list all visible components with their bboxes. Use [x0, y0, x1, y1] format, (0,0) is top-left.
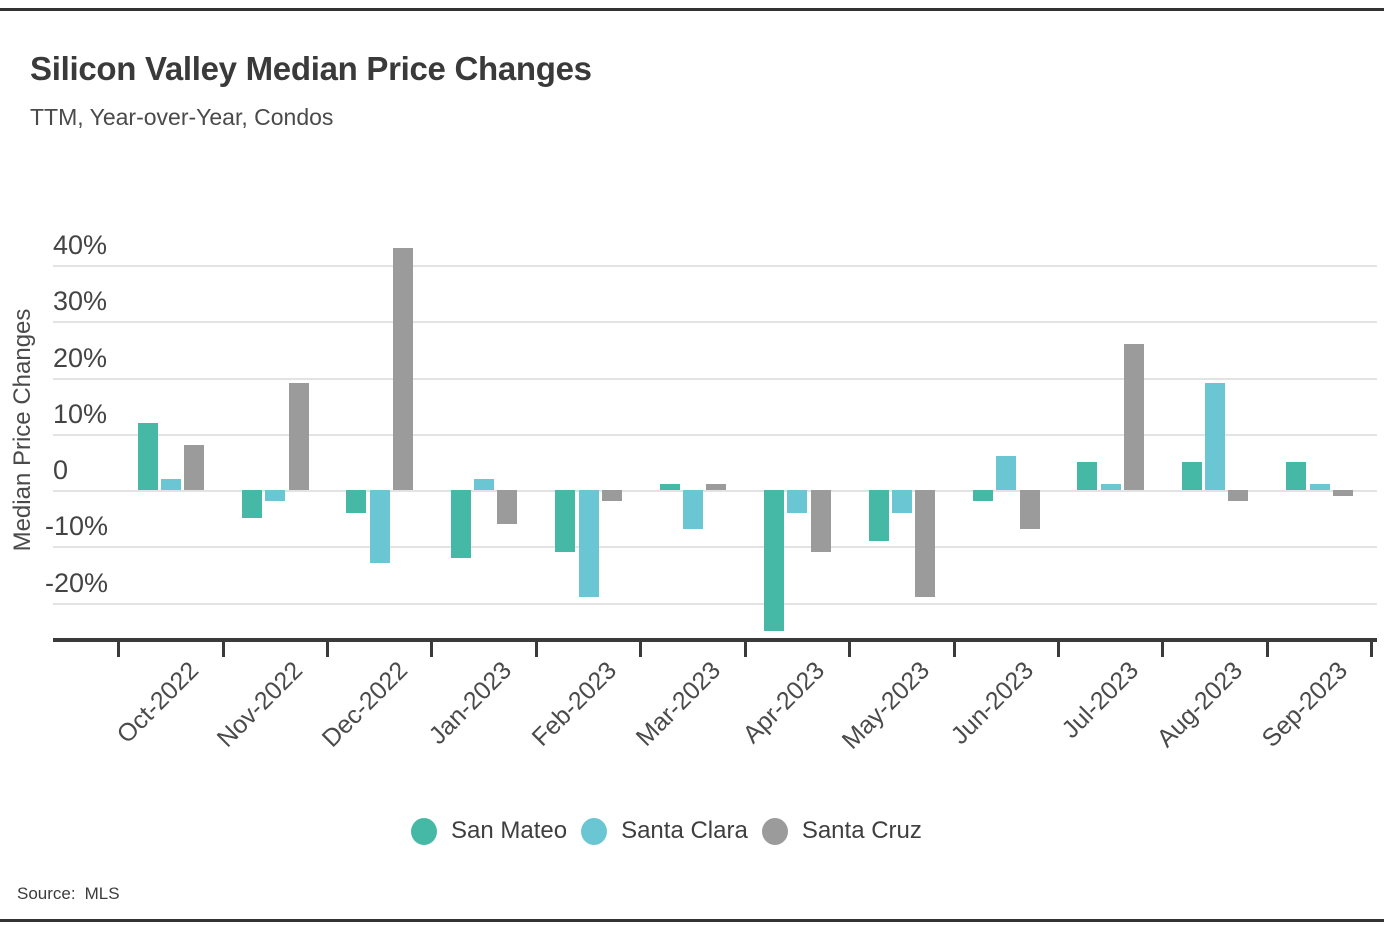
legend-swatch-santa-clara: [581, 817, 608, 845]
x-axis-tick: [117, 642, 121, 657]
legend-item-santa-clara: Santa Clara: [581, 817, 748, 845]
bar-santa-cruz-jan-2023: [497, 490, 518, 524]
bar-santa-cruz-aug-2023: [1228, 490, 1249, 502]
y-tick-label--10: -10%: [45, 511, 109, 542]
y-tick-label-0: 0: [53, 455, 69, 485]
legend-label-san-mateo: San Mateo: [451, 817, 568, 844]
bar-san-mateo-apr-2023: [764, 490, 785, 631]
legend-item-san-mateo: San Mateo: [411, 817, 567, 845]
bar-santa-clara-dec-2022: [369, 490, 390, 564]
bar-santa-cruz-nov-2022: [288, 383, 309, 490]
bar-santa-cruz-apr-2023: [810, 490, 831, 552]
bar-san-mateo-jun-2023: [972, 490, 993, 502]
bar-santa-clara-jun-2023: [996, 456, 1017, 490]
bar-san-mateo-aug-2023: [1181, 461, 1202, 490]
bar-san-mateo-nov-2022: [242, 490, 263, 519]
bar-santa-cruz-sep-2023: [1332, 490, 1353, 496]
bar-santa-clara-aug-2023: [1205, 383, 1226, 490]
bar-san-mateo-jan-2023: [450, 490, 471, 558]
bar-san-mateo-jul-2023: [1077, 461, 1098, 490]
y-tick-label-30: 30%: [53, 286, 108, 317]
y-tick-label-40: 40%: [53, 230, 108, 260]
bar-santa-cruz-dec-2022: [393, 248, 414, 490]
bar-santa-cruz-jul-2023: [1123, 343, 1144, 490]
bar-santa-clara-apr-2023: [787, 490, 808, 513]
gridline-10: [53, 433, 1377, 436]
legend-label-santa-cruz: Santa Cruz: [801, 817, 922, 844]
page-title: Silicon Valley Median Price Changes: [30, 50, 592, 87]
source-note: Source: MLS: [17, 884, 120, 904]
bar-san-mateo-mar-2023: [659, 484, 680, 490]
legend-item-santa-cruz: Santa Cruz: [761, 817, 922, 845]
bar-santa-clara-jul-2023: [1100, 484, 1121, 490]
y-tick-label--20: -20%: [45, 567, 109, 598]
bar-san-mateo-feb-2023: [555, 490, 576, 552]
x-axis-tick: [1265, 642, 1269, 657]
bar-santa-cruz-mar-2023: [706, 484, 727, 490]
bar-san-mateo-oct-2022: [137, 422, 158, 490]
x-axis-tick: [221, 642, 225, 657]
bar-santa-clara-oct-2022: [160, 478, 181, 490]
legend-swatch-santa-cruz: [761, 817, 788, 845]
bottom-divider: [0, 919, 1384, 922]
bar-santa-clara-feb-2023: [578, 490, 599, 597]
bar-san-mateo-may-2023: [868, 490, 889, 541]
bar-santa-clara-jan-2023: [474, 478, 495, 490]
x-axis-tick: [534, 642, 538, 657]
legend: San Mateo Santa Clara Santa Cruz: [411, 817, 922, 845]
bar-santa-clara-nov-2022: [265, 490, 286, 502]
x-axis-tick: [430, 642, 434, 657]
y-tick-label-10: 10%: [53, 398, 108, 429]
gridline-20: [53, 377, 1377, 380]
x-axis-tick: [1370, 642, 1374, 657]
bar-santa-clara-sep-2023: [1309, 484, 1330, 490]
gridline--20: [53, 602, 1377, 605]
gridline-0: [53, 490, 1377, 492]
bar-santa-cruz-feb-2023: [601, 490, 622, 502]
legend-label-santa-clara: Santa Clara: [621, 817, 748, 844]
x-axis-tick: [1056, 642, 1060, 657]
legend-swatch-san-mateo: [411, 817, 437, 845]
gridline-30: [53, 321, 1377, 324]
gridline--10: [53, 546, 1377, 549]
y-tick-label-20: 20%: [53, 342, 108, 373]
bar-san-mateo-dec-2022: [346, 490, 367, 513]
top-divider: [0, 8, 1384, 11]
bar-santa-cruz-may-2023: [915, 490, 936, 597]
gridline-40: [53, 265, 1377, 267]
bar-san-mateo-sep-2023: [1286, 461, 1307, 490]
x-axis-tick: [326, 642, 330, 657]
x-axis-tick: [639, 642, 643, 657]
source-value: MLS: [84, 884, 120, 903]
x-axis-tick: [1161, 642, 1165, 657]
source-label: Source:: [17, 884, 76, 903]
x-axis-tick: [743, 642, 747, 657]
x-axis-tick: [848, 642, 852, 657]
bar-santa-clara-mar-2023: [683, 490, 703, 530]
page-subtitle: TTM, Year-over-Year, Condos: [30, 104, 334, 130]
x-axis-tick: [952, 642, 956, 657]
bar-santa-cruz-jun-2023: [1019, 490, 1040, 530]
x-axis-line: [53, 638, 1377, 642]
bar-santa-cruz-oct-2022: [184, 445, 205, 490]
bar-santa-clara-may-2023: [891, 490, 912, 513]
